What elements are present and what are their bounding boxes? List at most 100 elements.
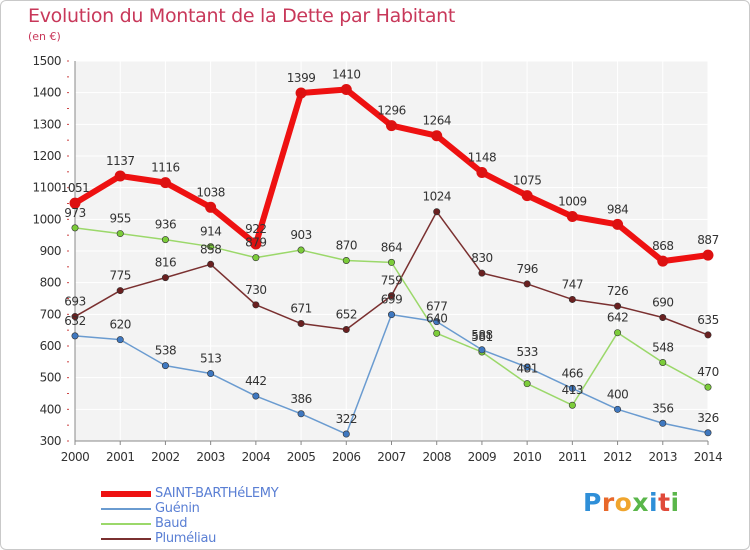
data-label-gu-nin: 386 [290,392,311,406]
data-label-saint-barth-lemy: 922 [245,222,266,236]
data-point-saint-barth-lemy [159,177,171,189]
logo-letter: t [658,488,671,517]
data-label-plum-liau: 730 [245,283,266,297]
logo-letter: i [670,488,680,517]
data-point-saint-barth-lemy [114,170,126,182]
data-point-saint-barth-lemy [250,238,262,250]
logo-letter: i [649,488,659,517]
data-point-baud [161,236,169,244]
data-label-baud: 640 [426,311,447,325]
logo-letter: P [583,488,602,517]
legend-swatch [101,523,151,525]
proxiti-logo: Proxiti [583,488,680,517]
data-point-saint-barth-lemy [566,210,578,222]
data-point-gu-nin [252,392,260,400]
data-point-plum-liau [433,208,441,216]
data-label-gu-nin: 326 [697,411,718,425]
data-label-saint-barth-lemy: 1148 [468,150,497,164]
data-point-saint-barth-lemy [69,197,81,209]
data-label-plum-liau: 775 [110,269,131,283]
data-point-gu-nin [523,363,531,371]
legend-swatch [101,538,151,540]
x-tick-label: 2003 [196,450,225,464]
legend-label: SAINT-BARTHéLEMY [155,486,279,501]
legend-label: Baud [155,516,188,531]
data-point-gu-nin [71,332,79,340]
data-point-plum-liau [387,292,395,300]
data-point-baud [614,329,622,337]
data-point-gu-nin [614,405,622,413]
data-point-plum-liau [704,331,712,339]
y-tick-label: 800 [40,276,61,290]
x-tick-label: 2001 [106,450,135,464]
data-point-baud [71,224,79,232]
data-label-baud: 548 [652,340,673,354]
legend-swatch [101,508,151,510]
data-label-gu-nin: 442 [245,374,266,388]
legend-swatch [101,491,151,497]
data-point-baud [116,230,124,238]
data-point-baud [342,256,350,264]
x-tick-label: 2014 [694,450,723,464]
data-point-gu-nin [297,410,305,418]
y-tick-label: 1500 [32,54,61,68]
data-label-gu-nin: 533 [516,345,537,359]
data-label-saint-barth-lemy: 1399 [287,71,316,85]
data-label-plum-liau: 1024 [422,190,451,204]
data-label-gu-nin: 677 [426,300,447,314]
data-point-plum-liau [614,302,622,310]
x-tick-label: 2005 [287,450,316,464]
data-point-saint-barth-lemy [476,166,488,178]
data-label-plum-liau: 747 [562,277,583,291]
data-point-gu-nin [387,311,395,319]
data-point-baud [659,358,667,366]
data-label-plum-liau: 693 [64,295,85,309]
data-point-saint-barth-lemy [612,218,624,230]
data-point-baud [433,329,441,337]
data-label-gu-nin: 513 [200,352,221,366]
data-point-gu-nin [568,384,576,392]
data-point-saint-barth-lemy [431,130,443,142]
data-label-plum-liau: 816 [155,256,176,270]
data-point-plum-liau [71,313,79,321]
data-label-gu-nin: 400 [607,387,628,401]
x-tick-label: 2011 [558,450,587,464]
data-point-plum-liau [659,313,667,321]
data-label-saint-barth-lemy: 1410 [332,68,361,82]
x-tick-label: 2013 [649,450,678,464]
data-label-plum-liau: 796 [516,262,537,276]
data-point-plum-liau [478,269,486,277]
data-label-baud: 955 [110,212,131,226]
data-point-gu-nin [478,346,486,354]
data-label-baud: 903 [290,228,311,242]
data-point-saint-barth-lemy [657,255,669,267]
data-label-saint-barth-lemy: 984 [607,202,628,216]
y-tick-label: 1100 [32,181,61,195]
y-tick-label: 1200 [32,149,61,163]
logo-letter: x [632,488,649,517]
y-tick-label: 400 [40,402,61,416]
data-label-baud: 879 [245,236,266,250]
data-label-plum-liau: 652 [336,308,357,322]
data-label-baud: 864 [381,240,402,254]
x-tick-label: 2002 [151,450,180,464]
data-point-plum-liau [207,260,215,268]
data-label-gu-nin: 538 [155,344,176,358]
data-point-gu-nin [704,429,712,437]
data-label-gu-nin: 356 [652,401,673,415]
data-point-plum-liau [161,274,169,282]
data-point-plum-liau [342,326,350,334]
data-point-plum-liau [297,320,305,328]
data-point-baud [523,380,531,388]
data-label-baud: 470 [697,365,718,379]
data-label-baud: 413 [562,383,583,397]
data-point-baud [252,254,260,262]
data-label-baud: 481 [516,362,537,376]
data-point-gu-nin [433,318,441,326]
data-point-baud [297,246,305,254]
data-point-plum-liau [568,295,576,303]
legend-label: Pluméliau [155,531,217,546]
data-label-gu-nin: 588 [471,328,492,342]
data-label-saint-barth-lemy: 1264 [422,114,451,128]
